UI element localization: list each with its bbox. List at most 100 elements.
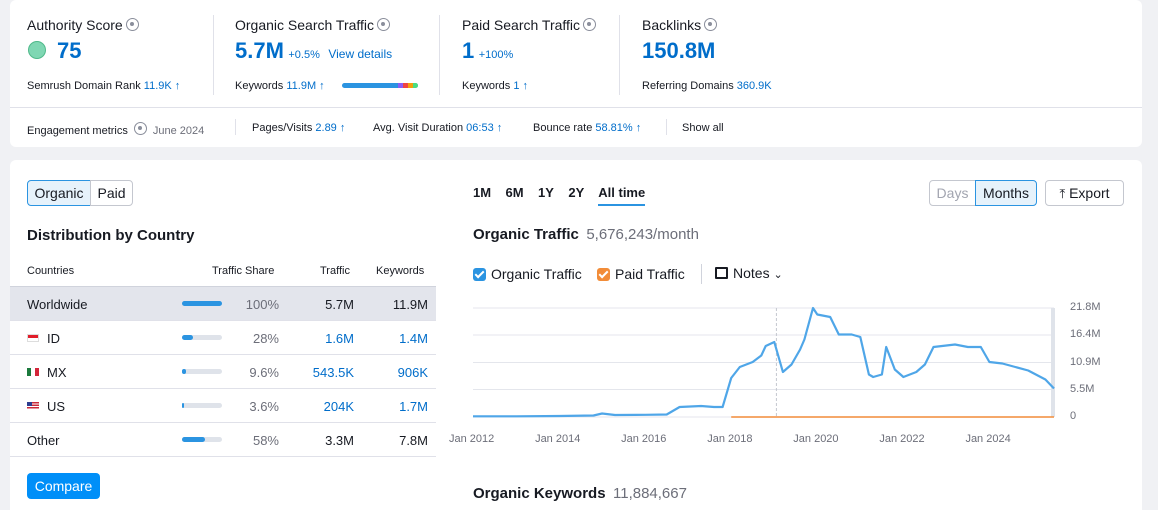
range-6m[interactable]: 6M xyxy=(505,185,524,200)
organic-traffic-delta: +0.5% xyxy=(288,49,320,61)
export-button[interactable]: ⤒ Export xyxy=(1045,180,1124,206)
info-icon[interactable] xyxy=(377,18,391,31)
referring-domains: Referring Domains 360.9K xyxy=(642,80,772,92)
checkbox-icon xyxy=(597,268,610,281)
engagement-date: June 2024 xyxy=(152,125,205,137)
organic-traffic-chart[interactable] xyxy=(460,295,1100,455)
col-traffic-share[interactable]: Traffic Share xyxy=(212,265,275,277)
x-tick-label: Jan 2018 xyxy=(707,433,753,445)
checkbox-icon xyxy=(473,268,486,281)
traffic-value: 5.7M xyxy=(325,297,354,312)
organic-keywords: Keywords 11.9M ↑ xyxy=(235,80,325,92)
notes-dropdown[interactable]: Notes ⌄ xyxy=(715,265,783,281)
keywords-value: 11.9M xyxy=(392,297,428,312)
table-row[interactable]: Worldwide 100% 5.7M 11.9M xyxy=(10,287,436,321)
traffic-share-value: 9.6% xyxy=(249,365,279,380)
info-icon[interactable] xyxy=(133,122,147,135)
info-icon[interactable] xyxy=(583,18,597,31)
show-all-link[interactable]: Show all xyxy=(682,122,724,134)
col-keywords[interactable]: Keywords xyxy=(376,265,425,277)
backlinks-value[interactable]: 150.8M xyxy=(642,38,716,63)
y-tick-label: 16.4M xyxy=(1070,328,1101,340)
usa-flag-icon xyxy=(27,402,39,410)
info-icon[interactable] xyxy=(125,18,139,31)
traffic-share-bar xyxy=(182,403,222,408)
domain-rank: Semrush Domain Rank 11.9K ↑ xyxy=(27,80,181,92)
paid-keywords: Keywords 1 ↑ xyxy=(462,80,529,92)
keywords-value: 7.8M xyxy=(399,433,428,448)
organic-traffic-heading: Organic Traffic 5,676,243/month xyxy=(473,226,699,243)
divider xyxy=(235,119,236,135)
days-button[interactable]: Days xyxy=(929,180,976,206)
table-row[interactable]: US 3.6% 204K 1.7M xyxy=(10,389,436,423)
authority-score-value[interactable]: 75 xyxy=(57,38,82,63)
range-1m[interactable]: 1M xyxy=(473,185,492,200)
paid-traffic-label: Paid Search Traffic xyxy=(462,17,597,33)
x-tick-label: Jan 2020 xyxy=(793,433,839,445)
country-name: Worldwide xyxy=(27,297,88,312)
organic-traffic-number[interactable]: 5.7M xyxy=(235,38,284,63)
traffic-value[interactable]: 204K xyxy=(323,399,354,414)
x-tick-label: Jan 2016 xyxy=(621,433,667,445)
traffic-share-bar xyxy=(182,301,222,306)
keywords-value[interactable]: 906K xyxy=(397,365,428,380)
x-tick-label: Jan 2012 xyxy=(449,433,495,445)
authority-score-label: Authority Score xyxy=(27,17,139,33)
paid-traffic-value: 1 +100% xyxy=(462,38,513,64)
traffic-share-value: 28% xyxy=(252,331,279,346)
backlinks-label: Backlinks xyxy=(642,17,718,33)
summary-card: Authority Score 75 Semrush Domain Rank 1… xyxy=(10,0,1142,147)
note-icon xyxy=(715,267,728,279)
range-selector: 1M 6M 1Y 2Y All time xyxy=(473,185,646,206)
country-name[interactable]: MX xyxy=(27,365,67,380)
mexico-flag-icon xyxy=(27,368,39,376)
bounce-rate: Bounce rate 58.81% ↑ xyxy=(533,122,642,134)
y-tick-label: 21.8M xyxy=(1070,301,1101,313)
tab-paid[interactable]: Paid xyxy=(90,180,133,206)
y-tick-label: 0 xyxy=(1070,410,1077,422)
tab-organic[interactable]: Organic xyxy=(27,180,91,206)
x-tick-label: Jan 2024 xyxy=(965,433,1011,445)
distribution-title: Distribution by Country xyxy=(27,227,195,244)
keywords-value[interactable]: 1.4M xyxy=(399,331,428,346)
range-2y[interactable]: 2Y xyxy=(568,185,585,200)
paid-traffic-delta: +100% xyxy=(478,49,514,61)
traffic-share-value: 3.6% xyxy=(249,399,279,414)
organic-traffic-line xyxy=(473,306,1055,418)
table-row[interactable]: MX 9.6% 543.5K 906K xyxy=(10,355,436,389)
range-handle xyxy=(1051,308,1055,417)
keywords-value[interactable]: 1.7M xyxy=(399,399,428,414)
engagement-metrics: Engagement metrics June 2024 xyxy=(27,122,204,137)
indonesia-flag-icon xyxy=(27,334,39,342)
legend-organic[interactable]: Organic Traffic xyxy=(473,266,582,282)
country-name: Other xyxy=(27,433,60,448)
traffic-value[interactable]: 543.5K xyxy=(312,365,354,380)
info-icon[interactable] xyxy=(704,18,718,31)
legend-paid[interactable]: Paid Traffic xyxy=(597,266,685,282)
organic-traffic-value: 5.7M +0.5% View details xyxy=(235,38,392,64)
traffic-share-value: 100% xyxy=(245,297,279,312)
keywords-distribution-bar xyxy=(342,83,418,88)
divider xyxy=(666,119,667,135)
paid-traffic-number[interactable]: 1 xyxy=(462,38,475,63)
country-name[interactable]: ID xyxy=(27,331,60,346)
pages-per-visit: Pages/Visits 2.89 ↑ xyxy=(252,122,346,134)
divider xyxy=(701,264,702,284)
table-row[interactable]: Other 58% 3.3M 7.8M xyxy=(10,423,436,457)
traffic-share-value: 58% xyxy=(252,433,279,448)
organic-keywords-heading: Organic Keywords 11,884,667 xyxy=(473,485,687,502)
table-row[interactable]: ID 28% 1.6M 1.4M xyxy=(10,321,436,355)
compare-button[interactable]: Compare xyxy=(27,473,100,499)
col-traffic[interactable]: Traffic xyxy=(320,265,350,277)
traffic-value[interactable]: 1.6M xyxy=(325,331,354,346)
divider xyxy=(213,15,214,95)
view-details-link[interactable]: View details xyxy=(328,47,393,61)
x-tick-label: Jan 2014 xyxy=(535,433,581,445)
avg-visit-duration: Avg. Visit Duration 06:53 ↑ xyxy=(373,122,503,134)
organic-traffic-label: Organic Search Traffic xyxy=(235,17,391,33)
range-all-time[interactable]: All time xyxy=(598,185,646,206)
months-button[interactable]: Months xyxy=(975,180,1037,206)
divider xyxy=(10,286,436,287)
country-name[interactable]: US xyxy=(27,399,65,414)
range-1y[interactable]: 1Y xyxy=(538,185,554,200)
